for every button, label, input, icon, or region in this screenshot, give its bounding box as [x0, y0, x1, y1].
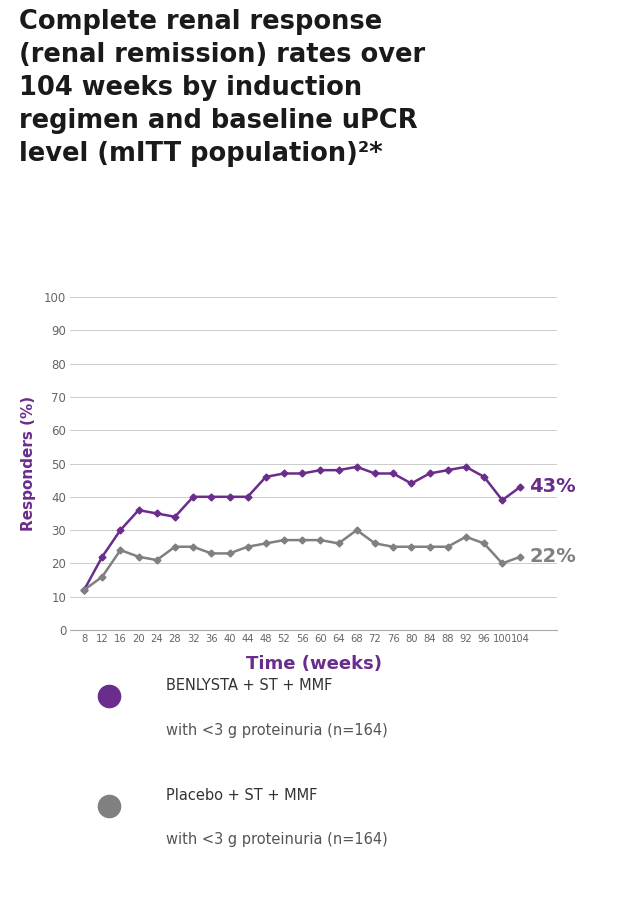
X-axis label: Time (weeks): Time (weeks) [246, 655, 381, 673]
Text: Complete renal response
(renal remission) rates over
104 weeks by induction
regi: Complete renal response (renal remission… [19, 9, 426, 166]
Text: BENLYSTA + ST + MMF: BENLYSTA + ST + MMF [166, 679, 333, 694]
Text: 22%: 22% [529, 547, 576, 566]
Text: with <3 g proteinuria (n=164): with <3 g proteinuria (n=164) [166, 723, 388, 738]
Text: with <3 g proteinuria (n=164): with <3 g proteinuria (n=164) [166, 832, 388, 848]
Text: Placebo + ST + MMF: Placebo + ST + MMF [166, 788, 318, 803]
Text: 43%: 43% [529, 477, 576, 496]
Y-axis label: Responders (%): Responders (%) [20, 396, 36, 531]
